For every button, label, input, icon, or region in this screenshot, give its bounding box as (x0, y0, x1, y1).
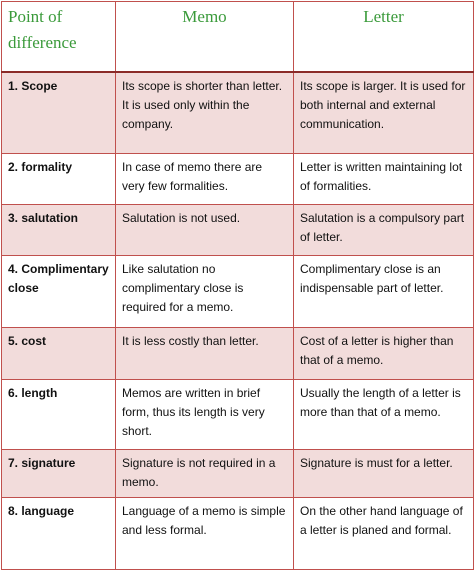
table-row: 5. cost It is less costly than letter. Cos… (1, 327, 474, 380)
table-row: 4. Complimentary close Like salutation no… (1, 255, 474, 328)
text-cell: It is less costly than letter. (115, 327, 294, 380)
table-row: 1. Scope Its scope is shorter than letter… (1, 71, 474, 154)
table-body: 1. Scope Its scope is shorter than letter… (1, 71, 474, 570)
text-cell: Salutation is a compulsory part of lette… (293, 204, 474, 256)
text-cell: Cost of a letter is higher than that of … (293, 327, 474, 380)
table-row: 3. salutation Salutation is not used. Salu… (1, 204, 474, 256)
header-cell: Letter (293, 1, 474, 73)
header-row: Point of difference Memo Letter (1, 1, 474, 73)
text-cell: Like salutation no complimentary close i… (115, 255, 294, 328)
point-cell: 1. Scope (1, 71, 116, 154)
point-cell: 2. formality (1, 153, 116, 205)
header-cell: Point of difference (1, 1, 116, 73)
table-row: 7. signature Signature is not required in… (1, 449, 474, 498)
text-cell: Its scope is larger. It is used for both… (293, 71, 474, 154)
text-cell: Language of a memo is simple and less fo… (115, 497, 294, 570)
point-cell: 7. signature (1, 449, 116, 498)
text-cell: Signature is not required in a memo. (115, 449, 294, 498)
text-cell: Signature is must for a letter. (293, 449, 474, 498)
table-row: 6. length Memos are written in brief form… (1, 379, 474, 450)
text-cell: Memos are written in brief form, thus it… (115, 379, 294, 450)
text-cell: Its scope is shorter than letter. It is … (115, 71, 294, 154)
table-row: 2. formality In case of memo there are ve… (1, 153, 474, 205)
point-cell: 8. language (1, 497, 116, 570)
text-cell: In case of memo there are very few forma… (115, 153, 294, 205)
table-row: 8. language Language of a memo is simple … (1, 497, 474, 570)
point-cell: 6. length (1, 379, 116, 450)
point-cell: 3. salutation (1, 204, 116, 256)
text-cell: On the other hand language of a letter i… (293, 497, 474, 570)
text-cell: Complimentary close is an indispensable … (293, 255, 474, 328)
point-cell: 4. Complimentary close (1, 255, 116, 328)
text-cell: Salutation is not used. (115, 204, 294, 256)
point-cell: 5. cost (1, 327, 116, 380)
text-cell: Usually the length of a letter is more t… (293, 379, 474, 450)
text-cell: Letter is written maintaining lot of for… (293, 153, 474, 205)
header-cell: Memo (115, 1, 294, 73)
